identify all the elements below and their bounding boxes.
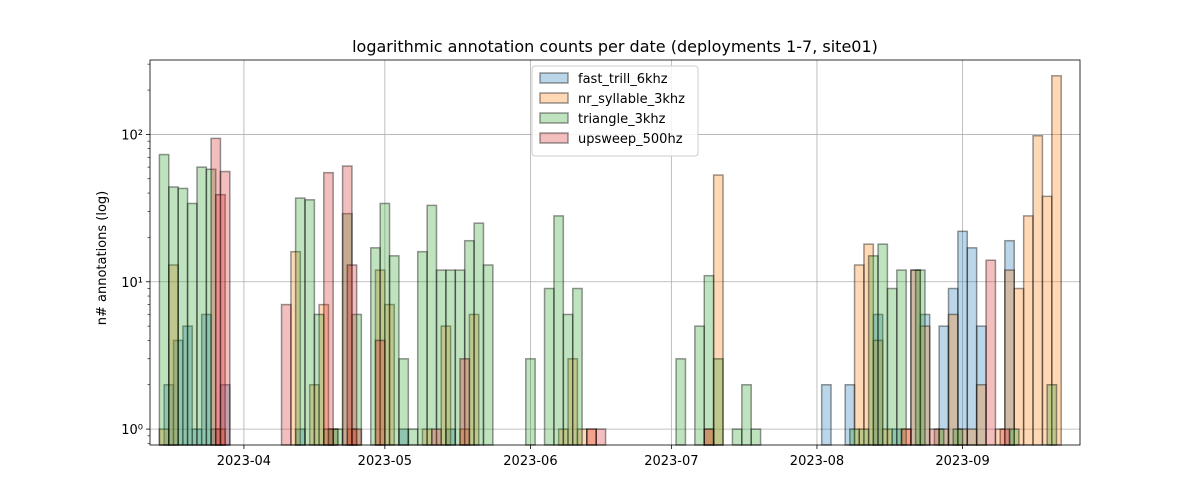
x-tick-label: 2023-08 <box>790 454 844 469</box>
bar-upsweep_500hz <box>219 170 231 446</box>
bar-upsweep_500hz <box>374 339 386 446</box>
bar-fast_trill_6khz <box>820 383 832 446</box>
x-tick-label: 2023-05 <box>358 454 412 469</box>
bar-nr_syllable_3khz <box>1004 269 1015 446</box>
bar-upsweep_500hz <box>928 428 940 446</box>
x-tick-label: 2023-07 <box>644 454 698 469</box>
x-tick-label: 2023-04 <box>217 454 271 469</box>
bar-triangle_3khz <box>426 204 438 446</box>
bar-upsweep_500hz <box>999 428 1011 446</box>
bar-triangle_3khz <box>877 243 889 446</box>
bar-triangle_3khz <box>886 287 898 446</box>
y-tick-label: 10¹ <box>121 276 143 291</box>
legend-label-nr_syllable_3khz: nr_syllable_3khz <box>578 92 685 107</box>
bar-triangle_3khz <box>858 428 870 446</box>
bar-triangle_3khz <box>407 428 419 446</box>
bar-triangle_3khz <box>675 358 687 446</box>
bar-triangle_3khz <box>1046 383 1058 446</box>
axes <box>149 59 1081 446</box>
bar-fast_trill_6khz <box>938 325 950 446</box>
x-tick-label: 2023-06 <box>503 454 557 469</box>
bar-upsweep_500hz <box>459 358 471 446</box>
bar-fast_trill_6khz <box>966 247 978 446</box>
bar-triangle_3khz <box>867 255 879 446</box>
bar-triangle_3khz <box>849 428 860 446</box>
chart-title: logarithmic annotation counts per date (… <box>352 37 878 56</box>
bar-triangle_3khz <box>1008 428 1020 446</box>
bar-triangle_3khz <box>741 383 752 446</box>
y-tick-label: 10² <box>121 128 143 143</box>
bar-triangle_3khz <box>177 187 189 446</box>
bar-triangle_3khz <box>304 199 316 446</box>
y-axis-label: n# annotations (log) <box>95 191 110 326</box>
legend-box <box>531 65 699 157</box>
legend-label-fast_trill_6khz: fast_trill_6khz <box>578 72 668 87</box>
bar-nr_syllable_3khz <box>1022 215 1034 446</box>
bar-upsweep_500hz <box>280 303 292 446</box>
bar-triangle_3khz <box>525 358 536 446</box>
bar-triangle_3khz <box>731 428 743 446</box>
bar-upsweep_500hz <box>431 428 442 446</box>
bar-triangle_3khz <box>553 215 565 446</box>
bar-upsweep_500hz <box>351 428 363 446</box>
bar-upsweep_500hz <box>323 171 334 446</box>
bar-triangle_3khz <box>543 287 555 446</box>
legend-swatch-nr_syllable_3khz <box>539 92 569 104</box>
bar-fast_trill_6khz <box>957 230 969 446</box>
axes-frame <box>149 59 1081 446</box>
bar-nr_syllable_3khz <box>1013 287 1025 446</box>
bar-upsweep_500hz <box>346 264 358 446</box>
x-axis-ticks: 2023-04 2023-05 2023-06 2023-07 2023-08 2023-… <box>217 445 990 469</box>
x-tick-label: 2023-09 <box>935 454 989 469</box>
bar-triangle_3khz <box>416 250 428 446</box>
bar-triangle_3khz <box>313 313 325 446</box>
bar-triangle_3khz <box>196 166 208 446</box>
bar-triangle_3khz <box>750 428 762 446</box>
bar-triangle_3khz <box>388 255 400 446</box>
bar-upsweep_500hz <box>586 428 597 446</box>
legend-swatch-upsweep_500hz <box>539 132 569 144</box>
bar-triangle_3khz <box>398 358 410 446</box>
bar-nr_syllable_3khz <box>975 383 987 446</box>
bar-upsweep_500hz <box>985 259 997 446</box>
bar-upsweep_500hz <box>900 428 912 446</box>
bar-triangle_3khz <box>435 269 447 446</box>
bar-triangle_3khz <box>168 186 179 446</box>
bar-triangle_3khz <box>482 264 494 446</box>
bar-triangle_3khz <box>186 202 198 446</box>
bar-triangle_3khz <box>571 287 583 446</box>
legend-label-triangle_3khz: triangle_3khz <box>578 112 666 127</box>
bar-triangle_3khz <box>473 222 485 446</box>
bar-nr_syllable_3khz <box>947 313 959 446</box>
bar-triangle_3khz <box>294 197 306 446</box>
bar-triangle_3khz <box>694 325 705 446</box>
bar-nr_syllable_3khz <box>1032 134 1044 446</box>
y-tick-label: 10⁰ <box>121 423 143 438</box>
bar-triangle_3khz <box>896 269 907 446</box>
y-axis-ticks: 10⁰ 10¹ 10² <box>121 63 150 444</box>
bar-triangle_3khz <box>445 269 457 446</box>
bar-upsweep_500hz <box>703 428 715 446</box>
bar-triangle_3khz <box>332 428 344 446</box>
legend-swatch-triangle_3khz <box>539 112 569 124</box>
bar-nr_syllable_3khz <box>966 428 978 446</box>
bar-triangle_3khz <box>703 274 715 446</box>
bar-triangle_3khz <box>712 358 724 446</box>
legend-swatch-fast_trill_6khz <box>539 72 569 84</box>
bar-triangle_3khz <box>562 313 574 446</box>
bar-triangle_3khz <box>158 153 170 446</box>
legend-label-upsweep_500hz: upsweep_500hz <box>578 132 683 147</box>
bar-nr_syllable_3khz <box>853 264 865 446</box>
legend: fast_trill_6khz nr_syllable_3khz triangle_… <box>531 65 699 157</box>
bar-triangle_3khz <box>914 269 926 446</box>
bar-upsweep_500hz <box>595 428 607 446</box>
bar-triangle_3khz <box>952 428 964 446</box>
